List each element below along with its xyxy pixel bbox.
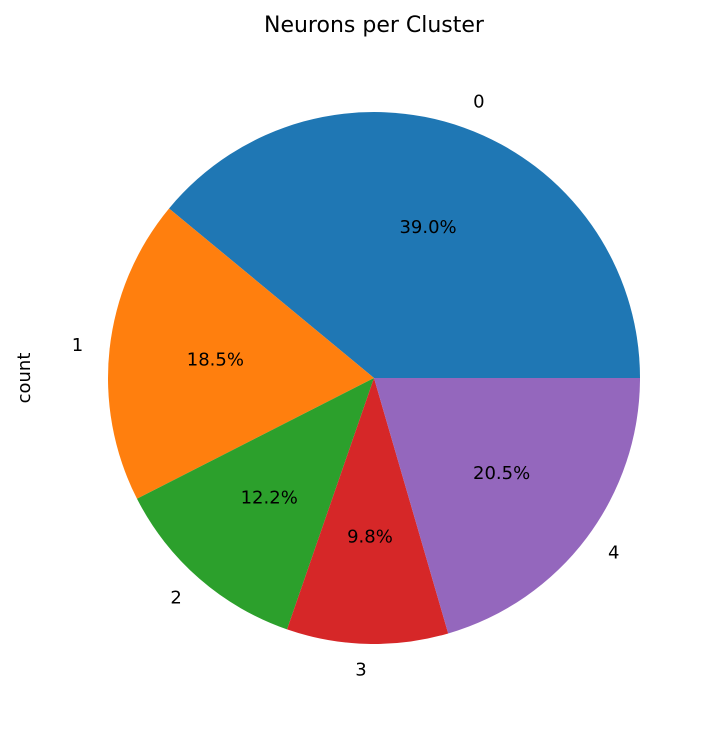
pie-slices	[107, 112, 641, 644]
slice-percent-2: 12.2%	[241, 487, 298, 508]
pie-slice-1	[107, 208, 374, 499]
slice-label-3: 3	[355, 660, 366, 681]
y-axis-label: count	[14, 353, 35, 404]
chart-title: Neurons per Cluster	[264, 13, 485, 38]
slice-percent-0: 39.0%	[399, 217, 456, 238]
slice-label-1: 1	[72, 335, 83, 356]
slice-percent-4: 20.5%	[473, 463, 530, 484]
category-labels: 0 1 2 3 4	[72, 92, 620, 681]
pie-slice-2	[136, 378, 374, 630]
percent-labels: 39.0% 18.5% 12.2% 9.8% 20.5%	[187, 217, 530, 548]
slice-label-4: 4	[608, 543, 619, 564]
pie-slice-3	[287, 378, 449, 644]
slice-label-0: 0	[473, 92, 484, 113]
slice-percent-3: 9.8%	[347, 527, 393, 548]
slice-percent-1: 18.5%	[187, 349, 244, 370]
slice-label-2: 2	[170, 588, 181, 609]
pie-slice-4	[374, 378, 640, 634]
pie-slice-0	[169, 112, 641, 379]
